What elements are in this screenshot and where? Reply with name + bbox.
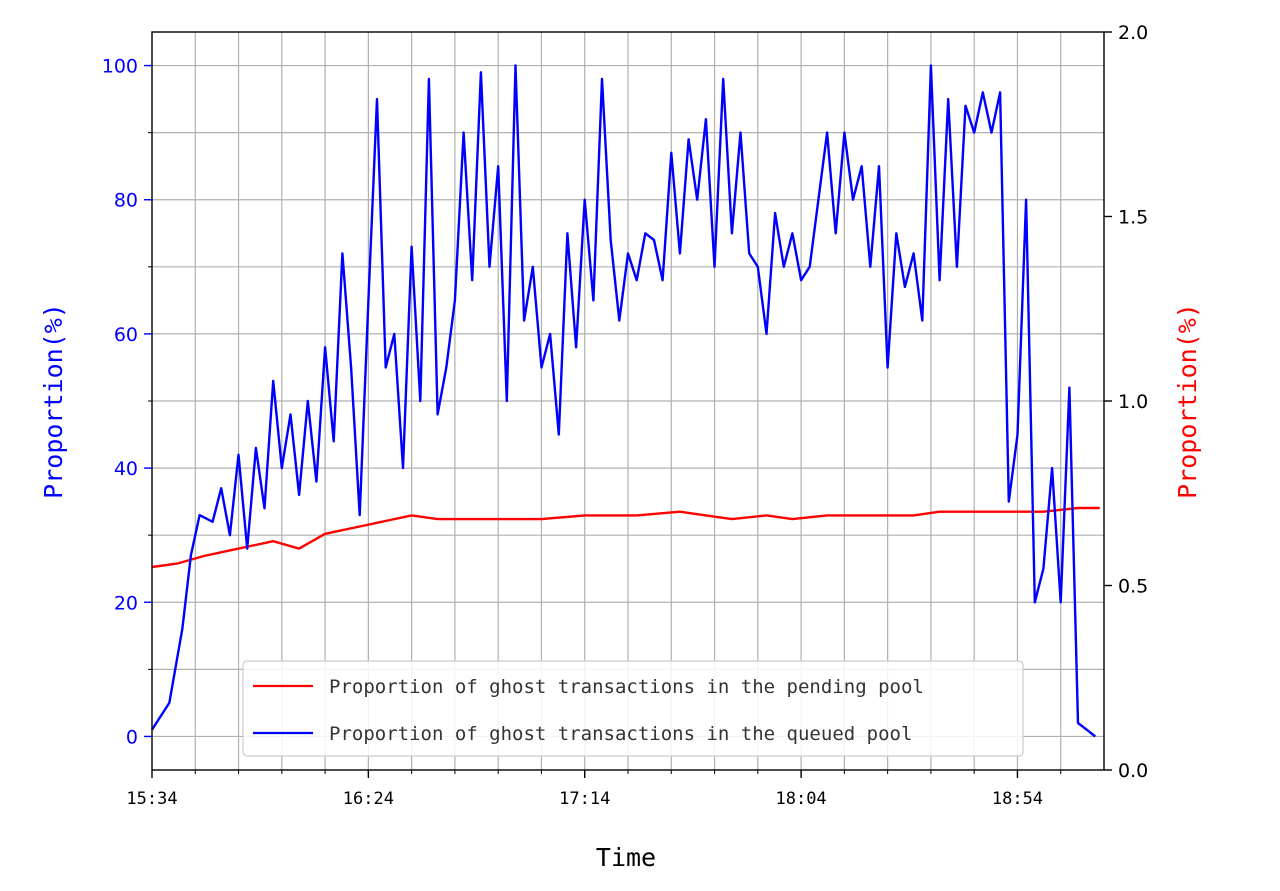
- y-right-tick-label: 1.5: [1118, 207, 1148, 229]
- y-left-tick-label: 0: [126, 726, 138, 748]
- series-line-pending: [151, 506, 1100, 569]
- y-left-tick-label: 60: [114, 324, 138, 346]
- y-axis-label-left: Proportion(%): [39, 303, 68, 499]
- x-tick-label: 15:34: [126, 789, 177, 809]
- legend: Proportion of ghost transactions in the …: [242, 660, 1024, 757]
- legend-entry-queued: Proportion of ghost transactions in the …: [329, 723, 912, 745]
- y-right-tick-label: 2.0: [1118, 22, 1148, 44]
- series-lines: [150, 64, 1100, 738]
- y-left-tick-label: 20: [114, 592, 138, 614]
- x-tick-label: 18:54: [992, 789, 1043, 809]
- x-axis-label: Time: [596, 843, 656, 872]
- legend-entry-pending: Proportion of ghost transactions in the …: [329, 676, 924, 698]
- y-axis-label-right: Proportion(%): [1173, 303, 1202, 499]
- series-line-queued: [150, 64, 1097, 738]
- y-left-tick-label: 80: [114, 190, 138, 212]
- y-right-tick-label: 1.0: [1118, 391, 1148, 413]
- x-tick-label: 18:04: [775, 789, 826, 809]
- y-left-tick-label: 40: [114, 458, 138, 480]
- y-right-tick-label: 0.0: [1118, 760, 1148, 782]
- x-axis-ticks: 15:34 16:24 17:14 18:04 18:54: [126, 770, 1043, 809]
- y-left-tick-label: 100: [102, 56, 138, 78]
- y-right-tick-label: 0.5: [1118, 576, 1148, 598]
- right-axis-ticks: 0.0 0.5 1.0 1.5 2.0: [1104, 22, 1148, 782]
- x-tick-label: 16:24: [343, 789, 394, 809]
- grid-lines: [152, 32, 1104, 770]
- legend-box: [242, 660, 1024, 757]
- left-axis-ticks: 0 20 40 60 80 100: [102, 56, 152, 748]
- x-tick-label: 17:14: [559, 789, 610, 809]
